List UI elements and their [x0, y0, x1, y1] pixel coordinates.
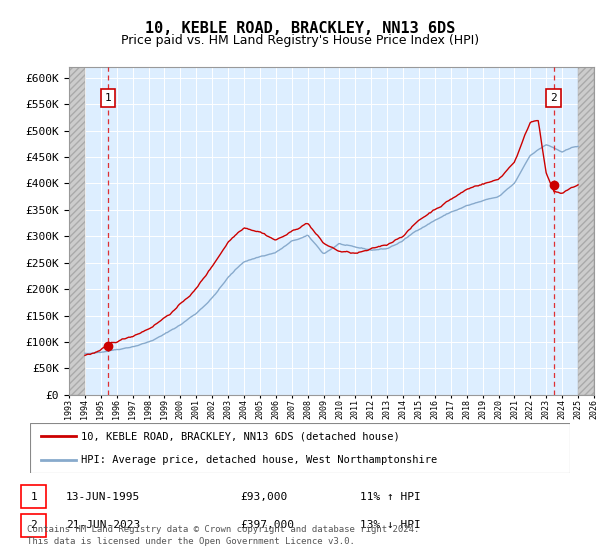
Text: 13-JUN-1995: 13-JUN-1995	[66, 492, 140, 502]
FancyBboxPatch shape	[30, 423, 570, 473]
Text: 13% ↓ HPI: 13% ↓ HPI	[360, 520, 421, 530]
Text: 1: 1	[104, 94, 112, 104]
Text: 21-JUN-2023: 21-JUN-2023	[66, 520, 140, 530]
Text: £397,000: £397,000	[240, 520, 294, 530]
FancyBboxPatch shape	[21, 485, 46, 508]
Bar	[69, 67, 85, 395]
Text: 2: 2	[30, 520, 37, 530]
Text: Contains HM Land Registry data © Crown copyright and database right 2024.
This d: Contains HM Land Registry data © Crown c…	[27, 525, 419, 546]
Text: 2: 2	[550, 94, 557, 104]
Text: 10, KEBLE ROAD, BRACKLEY, NN13 6DS: 10, KEBLE ROAD, BRACKLEY, NN13 6DS	[145, 21, 455, 36]
Text: £93,000: £93,000	[240, 492, 287, 502]
Text: Price paid vs. HM Land Registry's House Price Index (HPI): Price paid vs. HM Land Registry's House …	[121, 34, 479, 46]
FancyBboxPatch shape	[21, 514, 46, 536]
Text: 1: 1	[30, 492, 37, 502]
Bar	[578, 67, 594, 395]
Text: HPI: Average price, detached house, West Northamptonshire: HPI: Average price, detached house, West…	[82, 455, 437, 465]
Text: 10, KEBLE ROAD, BRACKLEY, NN13 6DS (detached house): 10, KEBLE ROAD, BRACKLEY, NN13 6DS (deta…	[82, 431, 400, 441]
Text: 11% ↑ HPI: 11% ↑ HPI	[360, 492, 421, 502]
